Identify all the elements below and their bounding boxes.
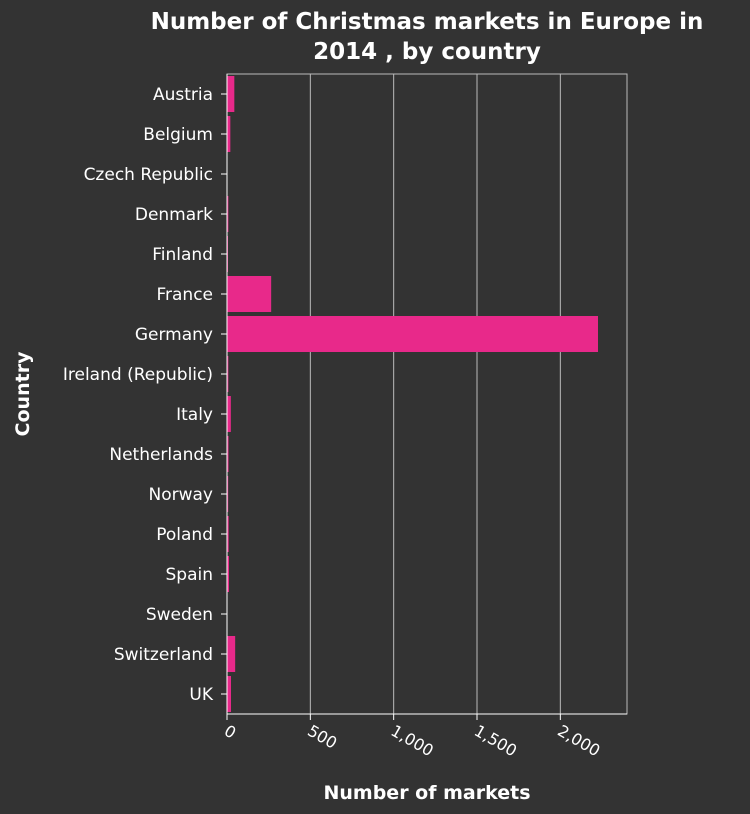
bar-norway	[227, 476, 229, 512]
bar-poland	[227, 516, 229, 552]
y-tick-label: Finland	[152, 245, 213, 265]
bar-switzerland	[227, 636, 236, 672]
y-tick-label: Czech Republic	[84, 165, 213, 185]
y-tick-label: Germany	[135, 325, 213, 345]
x-tick-label: 0	[221, 721, 239, 743]
bar-austria	[227, 76, 235, 112]
chart-title-line-2: 2014 , by country	[313, 39, 541, 65]
bar-netherlands	[227, 436, 229, 472]
x-axis-title: Number of markets	[323, 782, 530, 804]
x-tick-label: 1,000	[388, 721, 437, 760]
y-tick-label: Denmark	[135, 205, 213, 225]
plot-area: Austria Belgium Czech Republic Denmark Finla…	[63, 73, 628, 760]
x-tick-label: 2,000	[554, 721, 603, 760]
bar-denmark	[227, 196, 229, 232]
bar-spain	[227, 556, 229, 592]
y-tick-label: Ireland (Republic)	[63, 365, 213, 385]
bar-ireland-republic	[227, 356, 229, 392]
bar-italy	[227, 396, 231, 432]
plot-frame	[226, 73, 628, 715]
y-tick-label: UK	[189, 685, 213, 705]
y-axis-title: Country	[12, 351, 34, 437]
bar-france	[227, 276, 272, 312]
y-tick-label: Italy	[176, 405, 213, 425]
bar-germany	[227, 316, 598, 352]
x-tick-label: 1,500	[471, 721, 520, 760]
y-tick-label: Poland	[156, 525, 213, 545]
bar-uk	[227, 676, 231, 712]
y-tick-label: Austria	[153, 85, 213, 105]
chart-title-line-1: Number of Christmas markets in Europe in	[151, 9, 704, 35]
y-tick-label: Belgium	[143, 125, 213, 145]
y-tick-label: Sweden	[146, 605, 213, 625]
y-tick-label: Norway	[149, 485, 214, 505]
x-tick-label: 500	[304, 721, 340, 753]
y-tick-label: Switzerland	[114, 645, 213, 665]
y-tick-label: Spain	[166, 565, 214, 585]
y-tick-label: Netherlands	[109, 445, 213, 465]
y-tick-label: France	[156, 285, 213, 305]
bar-belgium	[227, 116, 231, 152]
